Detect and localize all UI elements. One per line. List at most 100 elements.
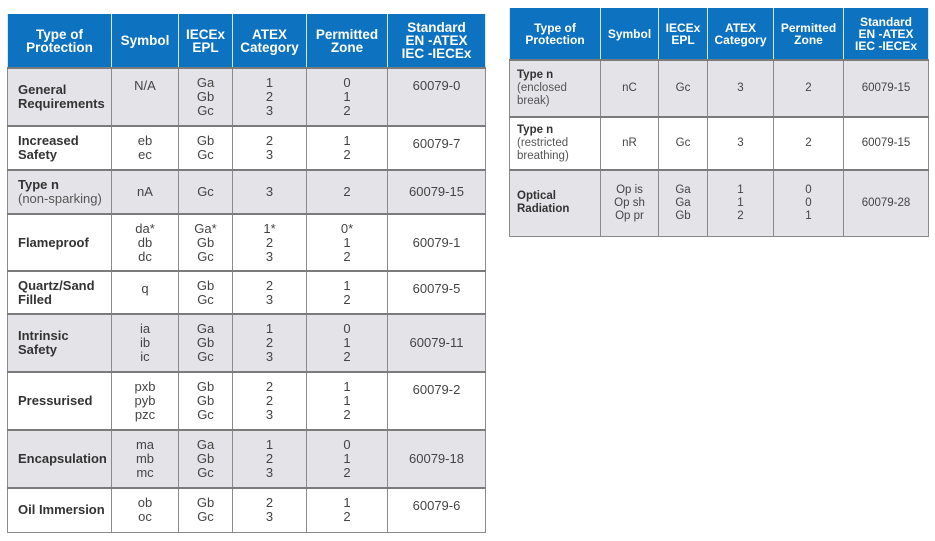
zone-cell: 0* 1 2 [306, 213, 388, 272]
standard-cell: 60079-15 [387, 169, 486, 215]
header-standard: Standard EN -ATEX IEC -IECEx [843, 8, 929, 60]
type-of-protection-cell: Type n (restricted breathing) [509, 116, 601, 171]
symbol-cell: da* db dc [111, 213, 179, 272]
category-cell: 2 3 [232, 125, 307, 171]
category-cell: 3 [232, 169, 307, 215]
zone-cell: 1 1 2 [306, 371, 388, 431]
protection-name: Flameproof [18, 234, 89, 250]
symbol-cell: Op is Op sh Op pr [600, 169, 659, 237]
table-row: Type n (enclosed break) nC Gc 3 2 60079-15 [509, 59, 929, 118]
category-cell: 1* 2 3 [232, 213, 307, 272]
protection-types-table-continued: Type of Protection Symbol IECEx EPL ATEX… [509, 8, 929, 237]
type-of-protection-cell: Quartz/Sand Filled [7, 270, 112, 315]
epl-cell: Ga Gb Gc [178, 429, 233, 489]
category-cell: 1 2 3 [232, 429, 307, 489]
protection-subtitle: (non-sparking) [18, 191, 102, 206]
protection-name: Type n [517, 69, 554, 81]
header-zone: Permitted Zone [773, 8, 844, 60]
epl-cell: Gc [658, 59, 708, 118]
protection-name: Type n [18, 177, 59, 192]
symbol-cell: N/A [111, 67, 179, 127]
type-of-protection-cell: Type n (enclosed break) [509, 59, 601, 118]
type-of-protection-cell: Pressurised [7, 371, 112, 431]
category-cell: 3 [707, 116, 774, 171]
type-of-protection-cell: Optical Radiation [509, 169, 601, 237]
category-cell: 1 1 2 [707, 169, 774, 237]
symbol-cell: nC [600, 59, 659, 118]
zone-cell: 0 0 1 [773, 169, 844, 237]
type-of-protection-cell: Flameproof [7, 213, 112, 272]
standard-cell: 60079-6 [387, 487, 486, 533]
zone-cell: 0 1 2 [306, 67, 388, 127]
symbol-cell: nR [600, 116, 659, 171]
category-cell: 3 [707, 59, 774, 118]
protection-name: General Requirements [18, 82, 105, 111]
protection-name: Intrinsic Safety [18, 328, 69, 357]
standard-cell: 60079-18 [387, 429, 486, 489]
category-cell: 1 2 3 [232, 67, 307, 127]
symbol-cell: ia ib ic [111, 313, 179, 373]
header-standard: Standard EN -ATEX IEC -IECEx [387, 14, 486, 68]
epl-cell: Gb Gc [178, 270, 233, 315]
epl-cell: Gb Gc [178, 487, 233, 533]
symbol-cell: eb ec [111, 125, 179, 171]
protection-name: Optical Radiation [517, 190, 570, 216]
protection-name: Quartz/Sand Filled [18, 277, 95, 307]
epl-cell: Ga Gb Gc [178, 67, 233, 127]
protection-name: Pressurised [18, 393, 93, 408]
category-cell: 2 3 [232, 487, 307, 533]
standard-cell: 60079-15 [843, 59, 929, 118]
protection-types-table: Type of Protection Symbol IECEx EPL ATEX… [7, 14, 486, 533]
category-cell: 1 2 3 [232, 313, 307, 373]
type-of-protection-cell: Increased Safety [7, 125, 112, 171]
header-symbol: Symbol [600, 8, 659, 60]
table-row: Type n (non-sparking) nA Gc 3 2 60079-15 [7, 169, 486, 215]
header-category: ATEX Category [232, 14, 307, 68]
header-epl: IECEx EPL [658, 8, 708, 60]
symbol-cell: ma mb mc [111, 429, 179, 489]
zone-cell: 2 [773, 116, 844, 171]
epl-cell: Gc [178, 169, 233, 215]
category-cell: 2 2 3 [232, 371, 307, 431]
standard-cell: 60079-2 [387, 371, 486, 431]
standard-cell: 60079-28 [843, 169, 929, 237]
symbol-cell: nA [111, 169, 179, 215]
header-zone: Permitted Zone [306, 14, 388, 68]
standard-cell: 60079-5 [387, 270, 486, 315]
epl-cell: Gc [658, 116, 708, 171]
header-epl: IECEx EPL [178, 14, 233, 68]
header-category: ATEX Category [707, 8, 774, 60]
epl-cell: Gb Gb Gc [178, 371, 233, 431]
type-of-protection-cell: General Requirements [7, 67, 112, 127]
symbol-cell: q [111, 270, 179, 315]
table-row: Flameproof da* db dc Ga* Gb Gc 1* 2 3 0* 1 2… [7, 213, 486, 272]
zone-cell: 0 1 2 [306, 429, 388, 489]
header-row: Type of Protection Symbol IECEx EPL ATEX… [7, 14, 486, 68]
protection-name: Increased Safety [18, 133, 79, 162]
standard-cell: 60079-15 [843, 116, 929, 171]
standard-cell: 60079-1 [387, 213, 486, 272]
zone-cell: 0 1 2 [306, 313, 388, 373]
standard-cell: 60079-7 [387, 125, 486, 171]
table-row: Type n (restricted breathing) nR Gc 3 2 60079-… [509, 116, 929, 171]
symbol-cell: pxb pyb pzc [111, 371, 179, 431]
protection-name: Oil Immersion [18, 502, 105, 518]
header-symbol: Symbol [111, 14, 179, 68]
header-type: Type of Protection [509, 8, 601, 60]
type-of-protection-cell: Type n (non-sparking) [7, 169, 112, 215]
table-row: Optical Radiation Op is Op sh Op pr Ga Ga … [509, 169, 929, 237]
header-type: Type of Protection [7, 14, 112, 68]
epl-cell: Gb Gc [178, 125, 233, 171]
protection-name: Encapsulation [18, 451, 107, 466]
type-of-protection-cell: Intrinsic Safety [7, 313, 112, 373]
standard-cell: 60079-11 [387, 313, 486, 373]
epl-cell: Ga Gb Gc [178, 313, 233, 373]
zone-cell: 1 2 [306, 270, 388, 315]
epl-cell: Ga* Gb Gc [178, 213, 233, 272]
